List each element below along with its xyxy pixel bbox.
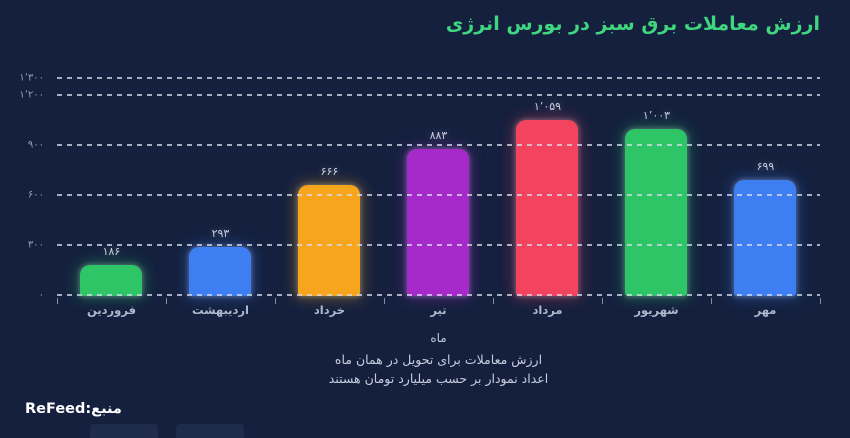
bar-slot-1: ۱۸۶ <box>57 58 166 296</box>
footnote-unit: اعداد نمودار بر حسب میلیارد تومان هستند <box>328 371 549 386</box>
bar-value-label: ۱٬۰۰۳ <box>642 108 671 122</box>
bar-1[interactable] <box>80 265 143 296</box>
bar-6[interactable] <box>625 128 688 296</box>
bar-value-label: ۶۹۹ <box>756 159 775 173</box>
bar-7[interactable] <box>734 179 797 296</box>
bar-3[interactable] <box>298 185 361 296</box>
plot-area: ۱۸۶ ۲۹۳ ۶۶۶ ۸۸۳ ۱٬۰۵۹ ۱٬۰۰۳ ۶۹۹ ۰ ۳۰۰ ۶۰۰ ۹۰۰ ۱٬۲۰… <box>19 58 821 304</box>
source-prefix: منبع: <box>85 401 122 417</box>
gridline-1200: ۱٬۲۰۰ <box>19 90 820 101</box>
y-axis-tick-label: ۶۰۰ <box>27 189 44 201</box>
axis-tick <box>820 298 821 304</box>
gridline-600: ۶۰۰ <box>28 190 820 201</box>
axis-tick <box>57 298 58 304</box>
gridline-0: ۰ <box>39 290 820 301</box>
y-axis-tick-label: ۱٬۲۰۰ <box>19 89 44 101</box>
gridline-300: ۳۰۰ <box>28 240 820 251</box>
bottom-partial-box-2 <box>176 424 244 438</box>
bar-value-label: ۱٬۰۵۹ <box>533 99 562 113</box>
month-label-3: خرداد <box>313 303 346 317</box>
bar-4[interactable] <box>407 148 470 296</box>
axis-tick <box>166 298 167 304</box>
axis-tick <box>275 298 276 304</box>
x-axis-title: ماه <box>430 331 447 345</box>
bar-value-label: ۲۹۳ <box>211 227 230 241</box>
y-axis-tick-label: ۳۰۰ <box>27 239 44 251</box>
gridline-1300: ۱٬۳۰۰ <box>19 73 820 84</box>
month-label-2: اردیبهشت <box>192 303 249 317</box>
axis-tick <box>493 298 494 304</box>
gridline-900: ۹۰۰ <box>28 140 820 151</box>
source-label: منبع:ReFeed <box>25 401 122 417</box>
axis-tick <box>602 298 603 304</box>
axis-tick <box>384 298 385 304</box>
bar-2[interactable] <box>189 247 252 296</box>
month-label-7: مهر <box>754 303 777 317</box>
bar-slot-5: ۱٬۰۵۹ <box>493 58 602 296</box>
month-label-1: فروردین <box>86 303 137 317</box>
bar-slot-4: ۸۸۳ <box>384 58 493 296</box>
y-axis-tick-label: ۱٬۳۰۰ <box>19 72 44 84</box>
bar-value-label: ۱۸۶ <box>102 245 121 258</box>
bars: ۱۸۶ ۲۹۳ ۶۶۶ ۸۸۳ ۱٬۰۵۹ ۱٬۰۰۳ ۶۹۹ <box>57 58 820 296</box>
chart-title: ارزش معاملات برق سبز در بورس انرژی <box>445 13 820 35</box>
source-name: ReFeed <box>25 401 86 417</box>
bar-value-label: ۸۸۳ <box>429 128 448 142</box>
month-label-4: تیر <box>430 303 447 317</box>
month-label-5: مرداد <box>532 303 563 317</box>
axis-tick <box>711 298 712 304</box>
footnote-delivery: ارزش معاملات برای تحویل در همان ماه <box>334 352 543 367</box>
y-axis-tick-label: ۰ <box>38 289 44 301</box>
month-label-6: شهریور <box>634 303 679 317</box>
bar-slot-3: ۶۶۶ <box>275 58 384 296</box>
bar-slot-7: ۶۹۹ <box>711 58 820 296</box>
bar-slot-2: ۲۹۳ <box>166 58 275 296</box>
y-axis-tick-label: ۹۰۰ <box>27 139 44 151</box>
bottom-partial-box-1 <box>90 424 158 438</box>
bar-slot-6: ۱٬۰۰۳ <box>602 58 711 296</box>
bar-5[interactable] <box>516 119 579 296</box>
bar-value-label: ۶۶۶ <box>320 165 339 178</box>
month-labels: فروردین اردیبهشت خرداد تیر مرداد شهریور مهر <box>57 303 820 317</box>
